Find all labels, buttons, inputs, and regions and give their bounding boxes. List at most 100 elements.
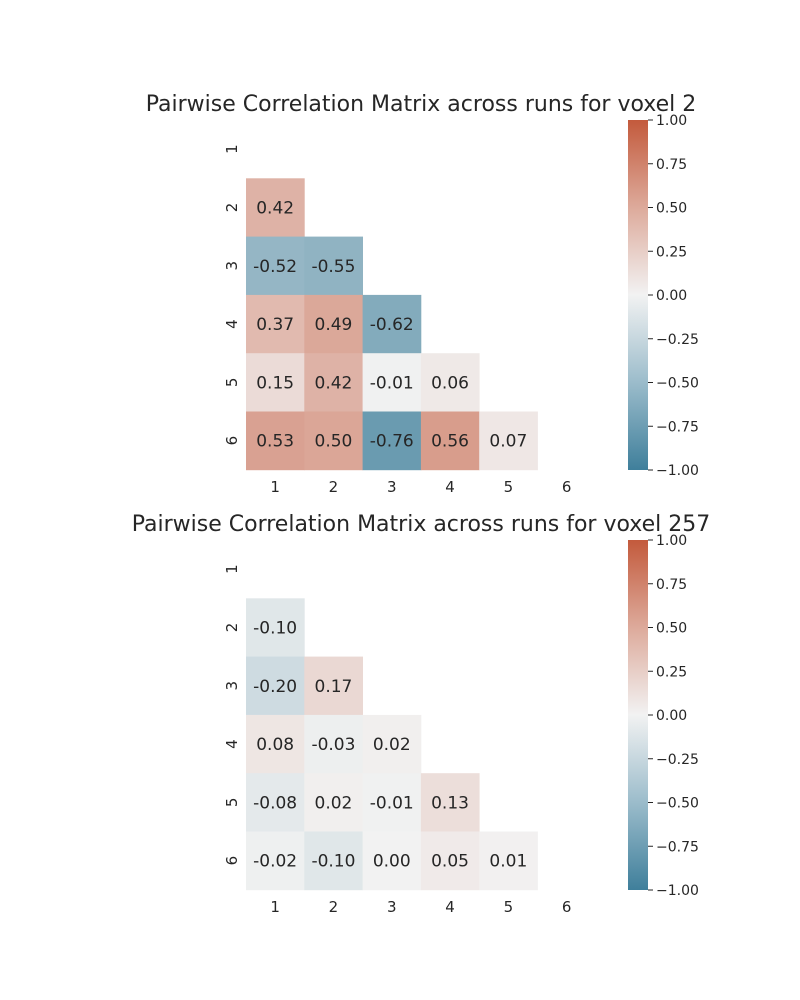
heatmap-cell [304,831,363,891]
colorbar-1: 1.00 0.75 0.50 0.25 0.00 −0.25 −0.50 −0.75 −1.00 [628,113,699,479]
cell-value-label: -0.20 [253,677,297,697]
heatmap-cell [304,773,363,832]
colorbar-tick-label: 0.25 [656,244,687,260]
heatmap-cell [246,236,305,296]
cell-value-label: -0.62 [370,315,414,335]
heatmap-panel-1: Pairwise Correlation Matrix across runs … [146,92,699,496]
x-tick-label: 1 [270,898,280,916]
heatmap-cell [420,411,480,471]
colorbar-2: 1.00 0.75 0.50 0.25 0.00 −0.25 −0.50 −0.75 −1.00 [628,533,699,899]
heatmap-cell [420,773,480,832]
y-axis-ticks-1: 1 2 3 4 5 6 [223,144,241,445]
cell-value-label: 0.13 [431,793,469,813]
colorbar-tick-label: −0.50 [656,796,699,812]
heatmap-cell [246,353,305,412]
y-tick-label: 5 [223,378,241,388]
cell-value-label: 0.02 [315,793,353,813]
cell-value-label: -0.08 [253,793,297,813]
cell-value-label: -0.02 [253,852,297,872]
colorbar-tick-label: 0.00 [656,288,687,304]
heatmap-cells-1: 0.42 -0.52 -0.55 0.37 0.49 -0.62 0.15 0.42 -0.01… [246,178,538,471]
cell-value-label: 0.42 [315,373,353,393]
y-tick-label: 2 [223,203,241,213]
colorbar-tick-label: 0.50 [656,201,687,217]
colorbar-tick-label: 1.00 [656,113,687,129]
y-tick-label: 6 [223,436,241,446]
x-tick-label: 6 [562,898,572,916]
heatmap-cell [362,294,422,354]
cell-value-label: 0.42 [256,198,294,218]
cell-value-label: -0.10 [253,618,297,638]
cell-value-label: 0.08 [256,735,294,755]
colorbar-gradient-2 [628,540,648,890]
cell-value-label: 0.37 [256,315,294,335]
heatmap-cell [362,411,422,471]
heatmap-cell [304,294,363,354]
cell-value-label: 0.50 [315,432,353,452]
heatmap-cell [246,656,305,716]
cell-value-label: 0.06 [431,373,469,393]
colorbar-tick-label: −0.50 [656,376,699,392]
y-tick-label: 1 [223,564,241,574]
x-tick-label: 5 [504,478,514,496]
cell-value-label: 0.49 [315,315,353,335]
y-tick-label: 6 [223,856,241,866]
colorbar-tick-label: 0.75 [656,577,687,593]
heatmap-cell [304,714,363,774]
cell-value-label: 0.05 [431,852,469,872]
cell-value-label: 0.02 [373,735,411,755]
colorbar-tick-label: 1.00 [656,533,687,549]
colorbar-tick-label: −0.25 [656,332,699,348]
heatmap-cell [246,831,305,891]
colorbar-tick-label: 0.25 [656,664,687,680]
heatmap-cell [479,411,538,471]
cell-value-label: -0.55 [311,257,355,277]
cell-value-label: -0.01 [370,793,414,813]
chart-title-1: Pairwise Correlation Matrix across runs … [146,92,697,117]
colorbar-tick-label: 0.00 [656,708,687,724]
y-tick-label: 2 [223,623,241,633]
cell-value-label: 0.15 [256,373,294,393]
heatmap-cell [362,714,422,774]
cell-value-label: 0.17 [315,677,353,697]
y-tick-label: 4 [223,319,241,329]
y-tick-label: 3 [223,261,241,271]
x-axis-ticks-1: 1 2 3 4 5 6 [270,478,571,496]
colorbar-tick-label: −0.75 [656,419,699,435]
chart-title-2: Pairwise Correlation Matrix across runs … [132,512,711,537]
heatmap-cell [362,773,422,832]
x-tick-label: 4 [445,478,455,496]
colorbar-gradient-1 [628,120,648,470]
heatmap-panel-2: Pairwise Correlation Matrix across runs … [132,512,711,916]
x-tick-label: 2 [329,478,339,496]
heatmap-cell [362,353,422,412]
heatmap-cell [304,411,363,471]
heatmap-cell [304,353,363,412]
heatmap-cell [246,294,305,354]
heatmap-cell [246,411,305,471]
cell-value-label: -0.03 [311,735,355,755]
x-tick-label: 6 [562,478,572,496]
heatmap-cell [246,178,305,237]
cell-value-label: 0.53 [256,432,294,452]
cell-value-label: 0.56 [431,432,469,452]
colorbar-tick-label: −1.00 [656,883,699,899]
y-tick-label: 5 [223,798,241,808]
cell-value-label: 0.00 [373,852,411,872]
cell-value-label: 0.07 [489,432,527,452]
x-tick-label: 3 [387,478,397,496]
heatmap-cell [304,236,363,296]
heatmap-cell [246,773,305,832]
cell-value-label: -0.52 [253,257,297,277]
colorbar-tick-label: 0.50 [656,621,687,637]
x-tick-label: 1 [270,478,280,496]
cell-value-label: -0.01 [370,373,414,393]
y-tick-label: 1 [223,144,241,154]
x-tick-label: 3 [387,898,397,916]
colorbar-tick-label: 0.75 [656,157,687,173]
heatmap-cell [479,831,538,891]
cell-value-label: -0.10 [311,852,355,872]
x-axis-ticks-2: 1 2 3 4 5 6 [270,898,571,916]
colorbar-ticks-1: 1.00 0.75 0.50 0.25 0.00 −0.25 −0.50 −0.75 −1.00 [648,113,699,479]
